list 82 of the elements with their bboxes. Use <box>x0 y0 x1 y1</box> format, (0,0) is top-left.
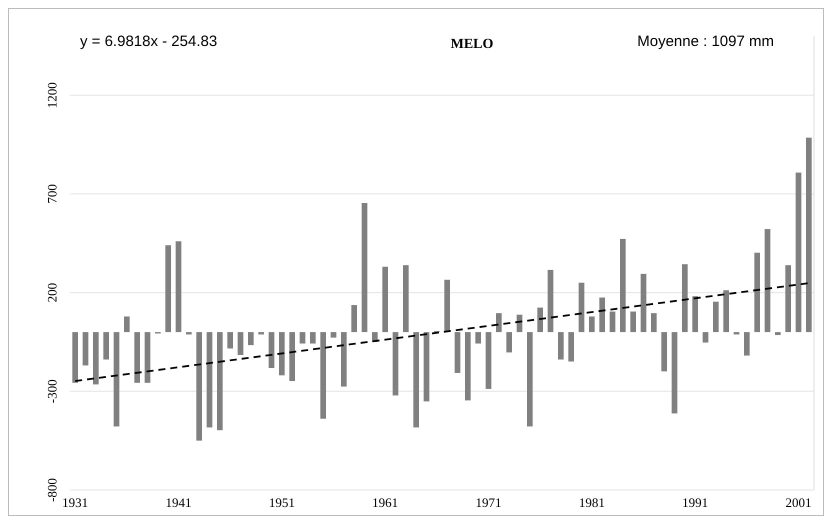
bar <box>382 266 388 332</box>
bar <box>114 332 120 426</box>
bar <box>92 332 99 384</box>
bar <box>82 332 88 366</box>
bar <box>650 313 657 332</box>
bar <box>806 138 812 332</box>
bar <box>558 332 564 360</box>
bar <box>475 332 482 344</box>
bar <box>134 332 140 383</box>
bar <box>216 332 223 430</box>
x-tick-label: 1981 <box>578 495 605 510</box>
bar <box>712 302 719 332</box>
bar <box>165 245 172 332</box>
bar <box>454 332 460 373</box>
x-tick-label: 1941 <box>166 495 192 510</box>
bar <box>568 332 574 362</box>
bar <box>289 332 296 382</box>
x-tick-label: 1971 <box>476 495 502 510</box>
bar <box>310 332 316 344</box>
y-tick-label: -800 <box>44 478 60 502</box>
annotation: y = 6.9818x - 254.83 <box>80 33 218 50</box>
bar <box>672 332 678 414</box>
bar <box>754 252 760 332</box>
bar <box>362 202 368 332</box>
bar <box>785 265 792 332</box>
bar <box>506 332 512 352</box>
bar <box>124 316 130 332</box>
bar <box>796 172 802 332</box>
y-tick-label: 1200 <box>44 82 60 108</box>
bar <box>548 270 554 332</box>
bar <box>340 332 347 387</box>
bar <box>413 332 420 428</box>
bar <box>268 332 274 368</box>
annotation: Moyenne : 1097 mm <box>637 33 774 50</box>
bar <box>444 280 450 332</box>
bar <box>196 332 202 441</box>
bar <box>278 332 285 376</box>
x-tick-label: 1931 <box>62 495 88 510</box>
y-tick-label: -300 <box>44 379 60 404</box>
x-tick-label: 1961 <box>372 495 398 510</box>
bar <box>537 308 544 332</box>
bar <box>248 332 254 346</box>
bar <box>402 265 409 332</box>
bar <box>206 332 212 428</box>
bar <box>702 332 708 343</box>
bar <box>320 332 326 419</box>
bar <box>640 274 646 332</box>
x-tick-label: 1951 <box>268 495 295 510</box>
bar <box>774 332 781 336</box>
bar <box>661 332 668 372</box>
x-tick-label: 1991 <box>682 495 708 510</box>
bar <box>723 290 730 332</box>
bar <box>424 332 430 402</box>
bar <box>610 312 616 332</box>
bar <box>599 298 606 332</box>
chart-title: MELO <box>450 37 494 52</box>
bar <box>578 282 584 332</box>
bar <box>496 313 502 332</box>
x-tick-label: 2001 <box>786 495 812 510</box>
bar <box>588 316 595 332</box>
bar <box>630 312 636 332</box>
bar <box>144 332 150 383</box>
bar <box>744 332 750 356</box>
bar <box>486 332 492 389</box>
bar <box>464 332 471 400</box>
bar <box>392 332 398 396</box>
y-tick-label: 200 <box>44 282 60 302</box>
bar <box>238 332 244 355</box>
bar <box>227 332 234 348</box>
y-tick-label: 700 <box>44 184 60 204</box>
bar <box>300 332 306 344</box>
bar <box>692 296 698 332</box>
bar <box>620 238 626 332</box>
bar <box>72 332 78 383</box>
bar <box>176 241 182 332</box>
bar <box>330 332 336 338</box>
bar <box>682 264 688 332</box>
bar <box>516 314 522 332</box>
bar <box>764 229 770 332</box>
bar <box>526 332 533 426</box>
bar <box>351 305 358 332</box>
bar <box>103 332 110 360</box>
